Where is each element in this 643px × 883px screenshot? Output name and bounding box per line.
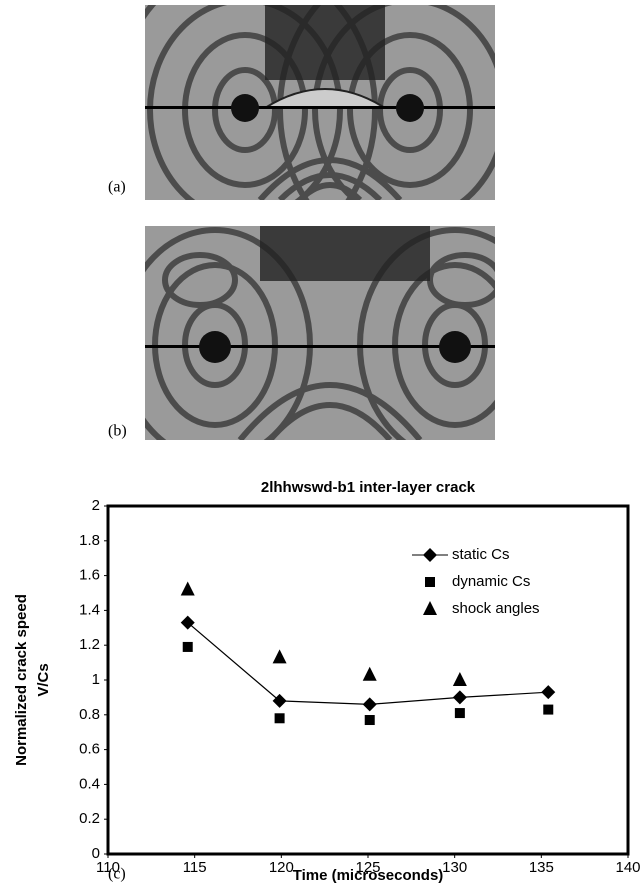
triangle-marker <box>452 672 467 686</box>
square-marker <box>182 641 193 652</box>
legend-label: dynamic Cs <box>452 573 530 590</box>
y-tick-label: 1 <box>92 671 100 688</box>
legend-label: static Cs <box>452 546 510 563</box>
panel-label: (c) <box>108 866 126 883</box>
panel-label: (b) <box>108 423 127 440</box>
x-axis-label: Time (microseconds) <box>293 867 444 883</box>
x-tick-label: 125 <box>355 859 380 876</box>
photo-b <box>145 226 495 440</box>
y-tick-label: 1.6 <box>79 567 100 584</box>
legend-marker <box>425 577 435 587</box>
y-tick-label: 2 <box>92 497 100 514</box>
square-marker <box>454 708 465 719</box>
x-tick-label: 135 <box>529 859 554 876</box>
panel-label: (a) <box>108 179 126 196</box>
x-tick-label: 110 <box>96 859 120 876</box>
x-tick-label: 140 <box>615 859 640 876</box>
diamond-marker <box>541 685 556 700</box>
y-tick-label: 0.2 <box>79 810 100 827</box>
y-axis-label: V/Cs <box>35 663 52 696</box>
diamond-marker <box>362 697 377 712</box>
y-axis-label: Normalized crack speed <box>13 594 30 766</box>
y-tick-label: 0.4 <box>79 775 100 792</box>
square-marker <box>274 713 285 724</box>
legend-marker <box>423 601 437 615</box>
y-tick-label: 0 <box>92 845 100 862</box>
legend-label: shock angles <box>452 600 540 617</box>
y-tick-label: 1.8 <box>79 532 100 549</box>
square-marker <box>364 715 375 726</box>
chart-title: 2lhhwswd-b1 inter-layer crack <box>261 479 476 496</box>
y-tick-label: 1.2 <box>79 636 100 653</box>
square-marker <box>543 704 554 715</box>
x-tick-label: 115 <box>183 859 207 876</box>
y-tick-label: 0.8 <box>79 706 100 723</box>
legend-marker <box>423 548 437 562</box>
y-tick-label: 0.6 <box>79 741 100 758</box>
triangle-marker <box>272 649 287 664</box>
diamond-marker <box>452 690 467 705</box>
triangle-marker <box>180 581 195 596</box>
x-tick-label: 130 <box>442 859 467 876</box>
diamond-marker <box>272 693 287 708</box>
triangle-marker <box>362 666 377 681</box>
y-tick-label: 1.4 <box>79 601 100 618</box>
diamond-marker <box>180 615 195 630</box>
series-line <box>187 622 549 705</box>
photo-a <box>145 5 495 200</box>
x-tick-label: 120 <box>269 859 294 876</box>
